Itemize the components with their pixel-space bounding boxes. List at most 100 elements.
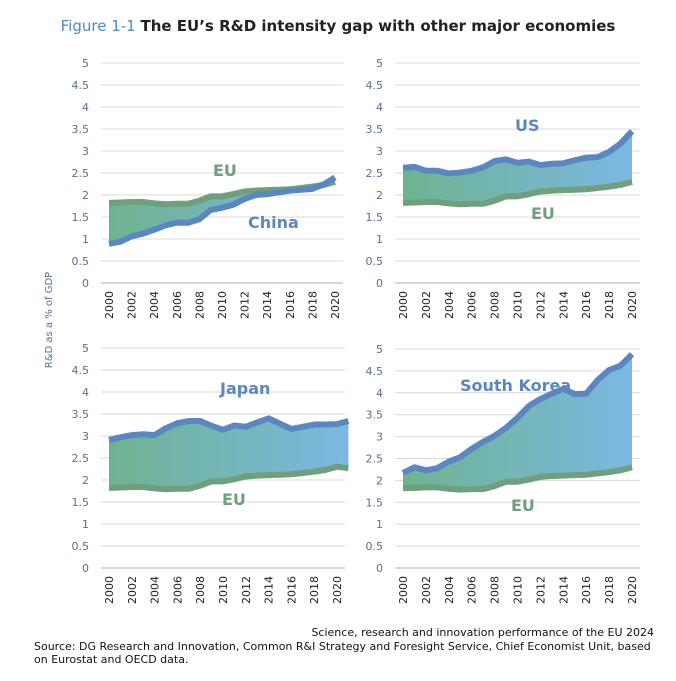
gap-area [109,177,335,244]
x-tick-label: 2000 [103,291,116,319]
y-tick-label: 2.5 [72,167,90,180]
x-tick-label: 2018 [308,576,321,604]
series-label: Japan [219,379,270,398]
x-tick-label: 2020 [626,291,639,319]
y-tick-label: 4 [82,386,89,399]
series-line-eu [108,463,349,493]
y-tick-label: 2.5 [366,453,384,466]
series-label: EU [213,161,237,180]
y-tick-label: 2 [82,474,89,487]
x-tick-label: 2000 [397,291,410,319]
x-tick-label: 2002 [420,576,433,604]
x-tick-label: 2018 [306,291,319,319]
y-tick-label: 2.5 [366,167,384,180]
x-tick-label: 2002 [420,291,433,319]
series-line-eu [402,178,633,208]
y-tick-label: 4 [82,101,89,114]
x-tick-label: 2000 [103,576,116,604]
panel-bottom-left: 0 0.5 1 1.5 2 2.5 3 3.5 4 4.5 5 2000 2002 2004 2006 200… [72,342,350,604]
series-line-china [108,174,337,247]
gap-area [403,354,632,490]
y-tick-label: 1 [82,233,89,246]
x-tick-label: 2008 [489,576,502,604]
figure-title-text: The EU’s R&D intensity gap with other ma… [140,17,616,35]
y-tick-label: 1.5 [366,211,384,224]
series-line-japan [108,415,350,443]
series-label: EU [511,496,535,515]
y-tick-label: 3 [82,430,89,443]
y-tick-label: 2 [376,189,383,202]
y-tick-label: 3 [376,431,383,444]
y-tick-label: 2 [376,474,383,487]
y-tick-label: 5 [82,57,89,70]
series-line-us [402,129,635,177]
y-tick-label: 1 [376,518,383,531]
source-note: Source: DG Research and Innovation, Comm… [34,640,651,666]
series-line-south-korea [401,352,635,476]
x-tick-label: 2012 [534,291,547,319]
y-tick-label: 4.5 [366,365,384,378]
x-tick-label: 2020 [331,576,344,604]
figure-title: Figure 1-1 The EU’s R&D intensity gap wi… [0,17,676,35]
x-tick-label: 2014 [263,576,276,604]
y-tick-label: 0.5 [72,540,90,553]
y-tick-label: 3 [376,145,383,158]
x-tick-label: 2006 [466,576,479,604]
y-tick-label: 3.5 [72,408,90,421]
x-tick-label: 2006 [171,291,184,319]
y-tick-label: 4 [376,387,383,400]
x-tick-label: 2008 [489,291,502,319]
x-tick-label: 2008 [193,291,206,319]
y-tick-label: 3.5 [72,123,90,136]
x-tick-label: 2004 [443,576,456,604]
x-tick-label: 2016 [284,291,297,319]
y-tick-label: 4.5 [366,79,384,92]
x-tick-label: 2012 [534,576,547,604]
y-tick-label: 4 [376,101,383,114]
y-tick-label: 0 [82,562,89,575]
x-tick-label: 2010 [512,291,525,319]
y-tick-label: 5 [376,343,383,356]
y-tick-label: 4.5 [72,79,90,92]
y-tick-label: 1.5 [72,211,90,224]
y-tick-label: 1.5 [366,496,384,509]
x-tick-label: 2004 [443,291,456,319]
publication-note: Science, research and innovation perform… [311,626,654,639]
x-tick-label: 2016 [580,576,593,604]
x-tick-label: 2002 [126,291,139,319]
y-tick-label: 0.5 [366,255,384,268]
x-tick-label: 2014 [557,576,570,604]
x-tick-label: 2010 [217,576,230,604]
x-tick-label: 2014 [261,291,274,319]
x-tick-label: 2000 [397,576,410,604]
x-tick-label: 2016 [285,576,298,604]
x-tick-label: 2020 [626,576,639,604]
y-tick-label: 5 [82,342,89,355]
y-tick-label: 0 [376,277,383,290]
y-tick-label: 2.5 [72,452,90,465]
y-tick-label: 5 [376,57,383,70]
y-tick-label: 1 [82,518,89,531]
y-tick-label: 1 [376,233,383,246]
x-tick-label: 2010 [512,576,525,604]
y-tick-label: 3.5 [366,409,384,422]
y-tick-label: 2 [82,189,89,202]
x-tick-label: 2016 [580,291,593,319]
y-axis-label: R&D as a % of GDP [44,272,55,368]
y-tick-label: 3 [82,145,89,158]
series-label: South Korea [460,376,571,395]
x-tick-label: 2018 [603,576,616,604]
panel-bottom-right: 0 0.5 1 1.5 2 2.5 3 3.5 4 4.5 5 2000 2002 2004 2006 200… [366,343,640,604]
figure-number: Figure 1-1 [60,17,136,35]
x-tick-label: 2012 [240,576,253,604]
x-tick-label: 2006 [466,291,479,319]
y-tick-label: 0.5 [366,540,384,553]
x-tick-label: 2008 [194,576,207,604]
y-tick-label: 4.5 [72,364,90,377]
x-tick-label: 2012 [239,291,252,319]
x-tick-label: 2010 [216,291,229,319]
y-tick-label: 0 [82,277,89,290]
series-label: China [248,213,299,232]
